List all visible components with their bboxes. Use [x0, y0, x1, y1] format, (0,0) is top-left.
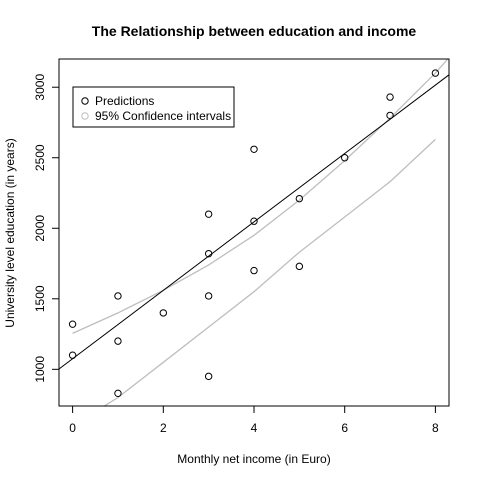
legend-confidence-label: 95% Confidence intervals — [95, 109, 231, 123]
confidence-lower-line — [103, 138, 436, 406]
confidence-upper-line — [72, 59, 449, 334]
legend-box — [72, 86, 235, 128]
data-point — [431, 69, 440, 77]
data-point — [250, 266, 258, 275]
data-point — [68, 351, 77, 359]
data-point — [114, 337, 122, 345]
data-point — [204, 210, 213, 218]
data-point — [295, 194, 304, 203]
legend-predictions-label: Predictions — [95, 94, 154, 108]
prediction-line-layer — [59, 74, 449, 370]
data-point — [114, 292, 122, 300]
x-axis-label: Monthly net income (in Euro) — [177, 452, 330, 466]
y-tick-label: 3000 — [33, 74, 47, 101]
data-point — [250, 145, 258, 153]
data-point — [204, 292, 213, 300]
data-points — [68, 69, 440, 398]
data-point — [386, 93, 394, 101]
y-tick-label: 2000 — [33, 215, 47, 242]
data-point — [204, 372, 213, 381]
x-axis: 0 2 4 6 8 — [69, 406, 439, 435]
x-tick-label: 4 — [251, 421, 258, 435]
x-tick-label: 0 — [69, 421, 76, 435]
data-point — [295, 262, 304, 271]
prediction-line — [59, 74, 449, 370]
y-tick-label: 1500 — [33, 285, 47, 312]
x-tick-label: 6 — [341, 421, 348, 435]
data-point — [204, 249, 213, 258]
legend-confidence-marker — [81, 112, 89, 120]
data-point — [250, 217, 258, 225]
confidence-intervals — [72, 59, 449, 406]
legend-predictions-marker — [81, 97, 89, 105]
y-axis-label: University level education (in years) — [3, 138, 17, 327]
data-point — [114, 389, 122, 398]
x-tick-label: 2 — [160, 421, 167, 435]
data-point — [340, 154, 349, 162]
y-tick-label: 2500 — [33, 144, 47, 171]
y-axis: 1000 1500 2000 2500 3000 — [33, 74, 59, 383]
legend: Predictions 95% Confidence intervals — [72, 86, 235, 128]
y-tick-label: 1000 — [33, 356, 47, 383]
data-point — [159, 309, 168, 317]
x-tick-label: 8 — [432, 421, 439, 435]
data-point — [386, 111, 394, 120]
chart-title: The Relationship between education and i… — [92, 23, 417, 39]
data-point — [68, 320, 77, 328]
